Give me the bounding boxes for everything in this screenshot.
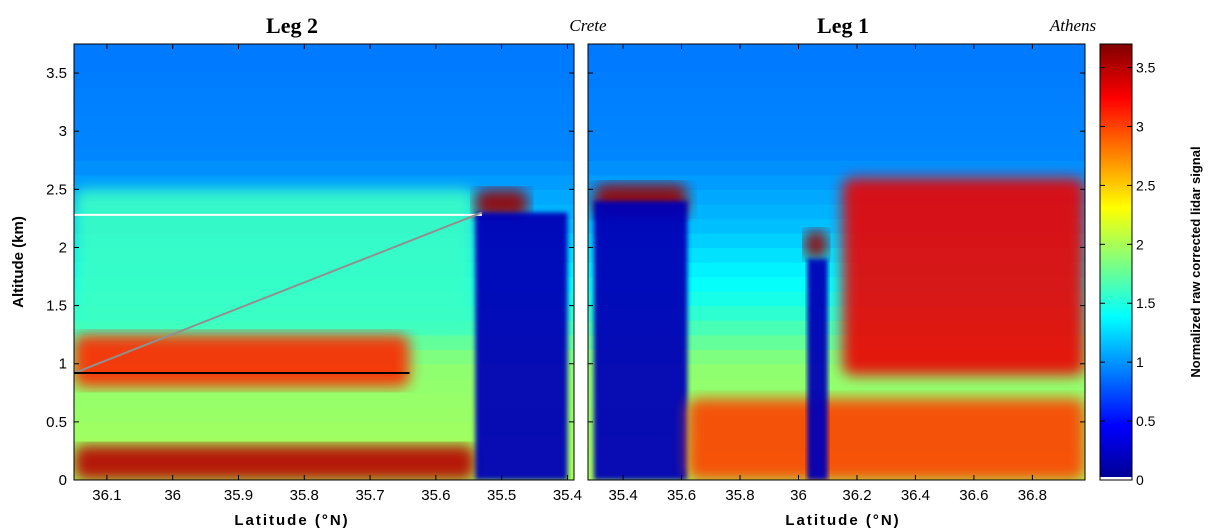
leg2-xtick-label: 35.5 [487,487,516,504]
leg2-layer-aerosol-near-surface [74,445,476,480]
leg1-xtick-label: 35.8 [725,487,754,504]
leg1-background-band [588,378,1085,394]
leg1-layer-aerosol-dense [842,177,1085,376]
colorbar-gradient [1100,44,1132,480]
leg2-layer-aerosol-dense [74,334,410,387]
colorbar-tick-label: 2.5 [1136,177,1156,193]
leg1-background-band [588,73,1085,89]
leg2-ytick-label: 1.5 [46,298,67,315]
leg2-ylabel: Altitude (km) [10,216,27,308]
leg2-background-band [74,160,574,176]
leg2-ytick-label: 3 [59,123,67,140]
leg2-ytick-label: 2 [59,239,67,256]
colorbar-ticks: 0 0.5 1 1.5 2 2.5 3 3.5 [1100,60,1156,488]
leg1-xlabel: Latitude (°N) [785,512,900,529]
leg1-layer-aerosol-near-surface [687,398,1085,480]
leg2-axes: 36.1 36 35.9 35.8 35.7 35.6 35.5 35.4 0 0.5 1 1.5 2 2… [46,44,582,504]
colorbar-tick-label: 3 [1136,118,1144,134]
leg2-background-band [74,102,574,118]
leg2-layer-attenuated-below-cloud [475,212,568,480]
leg1-corner-label: Athens [1049,16,1097,35]
leg1-background-band [588,145,1085,161]
leg2-background-band [74,73,574,89]
colorbar-zero-swatch [1100,477,1132,480]
leg2-layers [74,189,568,480]
leg1-xtick-label: 35.6 [667,487,696,504]
leg1-background-band [588,58,1085,74]
leg2-background-band [74,392,574,408]
leg2-background-band [74,44,574,60]
leg2-ytick-label: 2.5 [46,181,67,198]
colorbar-tick-label: 1.5 [1136,295,1156,311]
leg1-xtick-label: 36 [790,487,807,504]
leg2-reference-line [74,211,483,374]
leg2-layer-cloud-top [475,189,528,219]
leg2-background-band [74,58,574,74]
leg2-background-band [74,87,574,103]
leg1-axes: 35.4 35.6 35.8 36 36.2 36.4 36.6 36.8 [588,44,1085,504]
leg2-ytick-label: 0.5 [46,414,67,431]
leg2-xlabel: Latitude (°N) [234,512,349,529]
leg1-title: Leg 1 [817,13,869,38]
leg1-xtick-label: 36.2 [842,487,871,504]
leg2-background-band [74,174,574,190]
leg2-ytick-label: 1 [59,356,67,373]
leg2-xtick-label: 35.4 [553,487,582,504]
leg2-xtick-label: 35.9 [224,487,253,504]
leg1-layers [593,177,1085,480]
colorbar-tick-label: 2 [1136,236,1144,252]
leg2-reference-lines [74,211,483,375]
leg2-background-band [74,145,574,161]
colorbar-tick-label: 1 [1136,354,1144,370]
leg2-plot-frame [73,43,575,481]
leg2-background-band [74,407,574,423]
colorbar: 0 0.5 1 1.5 2 2.5 3 3.5 Normalized raw correcte… [1099,43,1203,488]
leg2-xtick-label: 36.1 [92,487,121,504]
leg2-title: Leg 2 [266,13,318,38]
colorbar-frame [1099,43,1133,481]
leg2-xtick-label: 35.8 [290,487,319,504]
leg1-background-band [588,87,1085,103]
leg1-layer-attenuated-below-cloud [807,259,828,480]
leg1-xtick-label: 36.8 [1018,487,1047,504]
leg2-panel: Leg 2 Crete 36.1 36 35.9 35.8 35.7 35.6 35.5 35… [10,13,607,529]
leg2-background-band [74,131,574,147]
leg1-background-band [588,102,1085,118]
colorbar-tick-label: 0 [1136,472,1144,488]
leg1-layer-attenuated-below-cloud [593,200,688,480]
leg1-panel: Leg 1 Athens 35.4 35.6 35.8 36 36.2 36.4 36.6 3… [587,13,1097,529]
colorbar-tick-label: 0.5 [1136,413,1156,429]
leg2-xtick-label: 35.6 [421,487,450,504]
leg2-background-band [74,116,574,132]
leg2-background-band [74,421,574,437]
leg1-layer-cloud-top [804,230,828,260]
leg2-corner-label: Crete [569,16,607,35]
colorbar-label: Normalized raw corrected lidar signal [1188,146,1203,377]
leg1-xtick-label: 36.6 [959,487,988,504]
leg1-xtick-label: 36.4 [901,487,930,504]
leg1-background-band [588,116,1085,132]
leg1-background-band [588,44,1085,60]
leg1-xtick-label: 35.4 [608,487,637,504]
leg2-xtick-label: 35.7 [355,487,384,504]
leg2-layer-aerosol-upper [74,189,476,329]
leg2-xtick-label: 36 [164,487,181,504]
leg1-plot-frame [587,43,1086,481]
leg1-background-band [588,160,1085,176]
leg2-ytick-label: 0 [59,472,67,489]
leg1-background-band [588,131,1085,147]
leg2-ytick-label: 3.5 [46,65,67,82]
colorbar-tick-label: 3.5 [1136,60,1156,76]
